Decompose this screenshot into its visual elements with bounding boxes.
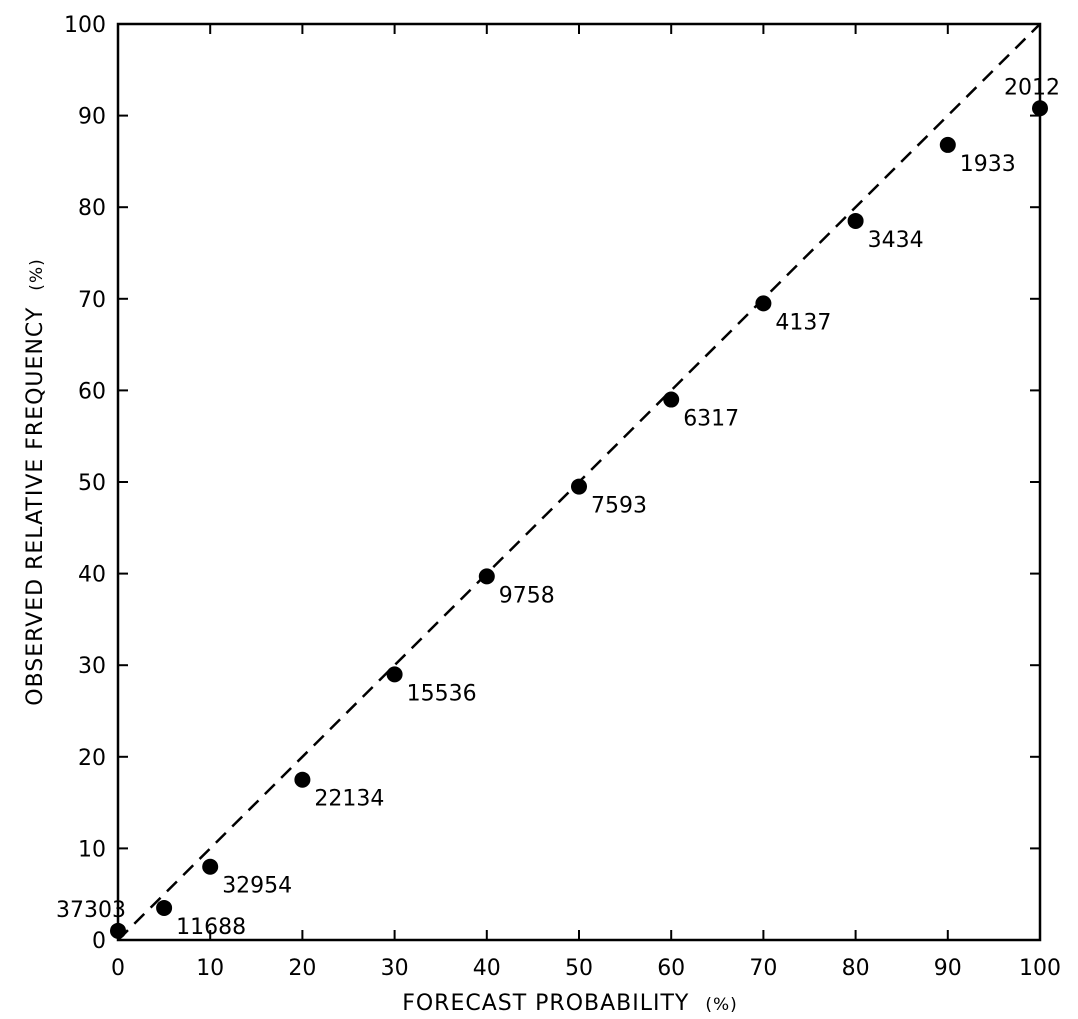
y-tick-label: 50 bbox=[78, 471, 106, 496]
data-label: 7593 bbox=[591, 494, 647, 519]
data-point bbox=[294, 771, 311, 788]
data-label: 37303 bbox=[56, 898, 126, 923]
y-tick-label: 40 bbox=[78, 563, 106, 588]
data-point bbox=[1032, 100, 1048, 117]
data-label: 32954 bbox=[222, 874, 292, 899]
data-point bbox=[156, 899, 173, 916]
data-point bbox=[847, 212, 864, 229]
x-tick-label: 100 bbox=[1019, 956, 1061, 981]
x-tick-label: 10 bbox=[196, 956, 224, 981]
data-label: 11688 bbox=[176, 915, 246, 940]
y-tick-label: 100 bbox=[64, 13, 106, 38]
x-tick-label: 0 bbox=[111, 956, 125, 981]
data-point bbox=[939, 136, 956, 153]
x-axis-title: FORECAST PROBABILITY bbox=[402, 991, 689, 1016]
data-point bbox=[478, 568, 495, 585]
y-tick-label: 70 bbox=[78, 288, 106, 313]
x-tick-label: 60 bbox=[657, 956, 685, 981]
data-label: 6317 bbox=[683, 407, 739, 432]
data-point bbox=[110, 922, 126, 939]
y-tick-label: 0 bbox=[92, 929, 106, 954]
data-point bbox=[386, 666, 403, 683]
data-label: 1933 bbox=[960, 152, 1016, 177]
data-point bbox=[571, 478, 587, 495]
y-tick-label: 60 bbox=[78, 379, 106, 404]
data-label: 9758 bbox=[499, 583, 555, 608]
data-point-layer: 37303 11688 32954 22134 15536 9758 7593 6317 413… bbox=[56, 75, 1060, 940]
y-tick-label: 80 bbox=[78, 196, 106, 221]
x-tick-label: 70 bbox=[749, 956, 777, 981]
x-tick-label: 80 bbox=[842, 956, 870, 981]
y-tick-label: 10 bbox=[78, 837, 106, 862]
data-point bbox=[202, 858, 219, 875]
x-axis-unit: (%) bbox=[705, 995, 737, 1015]
y-axis-unit: (%) bbox=[27, 258, 47, 290]
data-point bbox=[663, 391, 680, 408]
x-tick-label: 20 bbox=[288, 956, 316, 981]
x-axis-label: FORECAST PROBABILITY (%) bbox=[402, 991, 738, 1016]
x-tick-label: 50 bbox=[565, 956, 593, 981]
x-tick-label: 90 bbox=[934, 956, 962, 981]
data-label: 4137 bbox=[775, 310, 831, 335]
data-label: 15536 bbox=[407, 681, 477, 706]
y-axis-label: OBSERVED RELATIVE FREQUENCY (%) bbox=[23, 258, 48, 705]
data-label: 2012 bbox=[1004, 75, 1060, 100]
data-label: 22134 bbox=[314, 787, 384, 812]
y-axis-title: OBSERVED RELATIVE FREQUENCY bbox=[23, 307, 48, 706]
x-tick-label: 40 bbox=[473, 956, 501, 981]
data-label: 3434 bbox=[868, 228, 924, 253]
x-tick-label: 30 bbox=[381, 956, 409, 981]
y-tick-label: 20 bbox=[78, 746, 106, 771]
y-tick-label: 30 bbox=[78, 654, 106, 679]
data-point bbox=[755, 295, 772, 312]
y-tick-label: 90 bbox=[78, 105, 106, 130]
tick-layer: 0 10 20 30 40 50 60 70 80 90 100 0 10 20 30 40 50 60 70 80 9… bbox=[64, 13, 1061, 981]
